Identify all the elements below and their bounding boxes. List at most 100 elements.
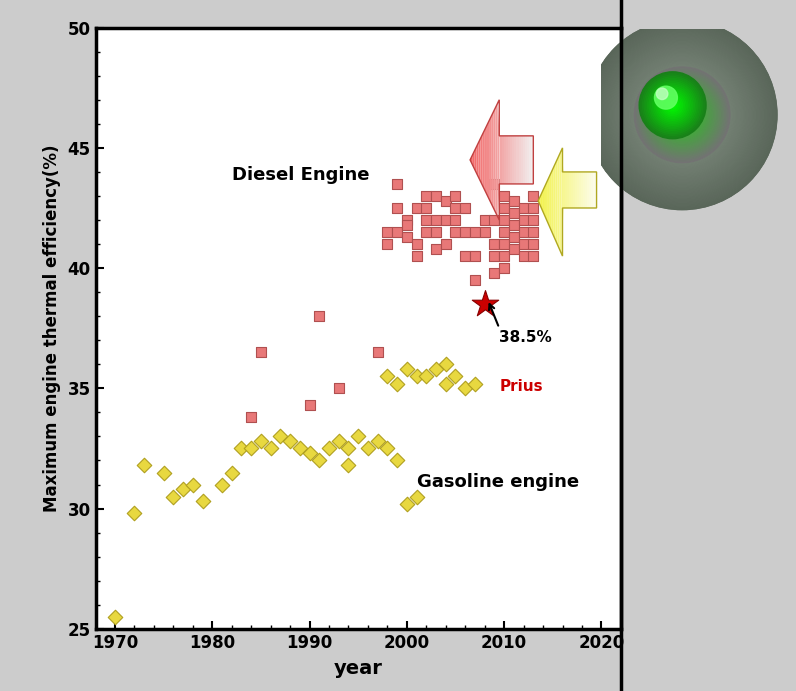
Circle shape bbox=[623, 56, 741, 173]
Polygon shape bbox=[506, 136, 508, 184]
Polygon shape bbox=[569, 172, 572, 208]
Polygon shape bbox=[560, 150, 561, 254]
Circle shape bbox=[666, 99, 679, 112]
Circle shape bbox=[646, 78, 719, 151]
Polygon shape bbox=[482, 129, 485, 190]
Point bbox=[478, 227, 491, 238]
Point bbox=[322, 443, 335, 454]
Point bbox=[391, 178, 404, 189]
Point bbox=[527, 191, 540, 202]
Point bbox=[488, 178, 501, 189]
Polygon shape bbox=[550, 171, 552, 231]
Polygon shape bbox=[470, 155, 472, 164]
Circle shape bbox=[666, 99, 698, 131]
Polygon shape bbox=[595, 172, 596, 208]
Point bbox=[430, 227, 443, 238]
Point bbox=[508, 231, 521, 243]
Circle shape bbox=[634, 67, 730, 162]
Point bbox=[439, 359, 452, 370]
Point bbox=[449, 202, 462, 214]
Circle shape bbox=[665, 97, 700, 133]
Circle shape bbox=[644, 77, 701, 133]
Point bbox=[225, 467, 238, 478]
Point bbox=[458, 383, 471, 394]
Circle shape bbox=[612, 45, 752, 185]
Point bbox=[449, 191, 462, 202]
Circle shape bbox=[659, 92, 686, 119]
Point bbox=[488, 214, 501, 225]
Point bbox=[449, 214, 462, 225]
Point bbox=[449, 227, 462, 238]
Point bbox=[294, 443, 306, 454]
Polygon shape bbox=[472, 151, 474, 169]
Point bbox=[128, 508, 141, 519]
Circle shape bbox=[641, 73, 724, 156]
Point bbox=[508, 219, 521, 230]
Polygon shape bbox=[540, 192, 542, 209]
Point bbox=[342, 443, 355, 454]
Polygon shape bbox=[504, 136, 506, 184]
Circle shape bbox=[662, 95, 683, 115]
Point bbox=[333, 436, 345, 447]
Polygon shape bbox=[554, 162, 556, 240]
Polygon shape bbox=[538, 196, 540, 205]
Point bbox=[439, 238, 452, 249]
Circle shape bbox=[665, 97, 681, 113]
Circle shape bbox=[606, 39, 759, 191]
Point bbox=[527, 214, 540, 225]
Circle shape bbox=[653, 85, 693, 125]
Polygon shape bbox=[476, 142, 478, 178]
Polygon shape bbox=[558, 154, 560, 249]
Circle shape bbox=[654, 86, 677, 109]
Point bbox=[410, 251, 423, 262]
Point bbox=[420, 371, 433, 382]
Point bbox=[488, 238, 501, 249]
Polygon shape bbox=[523, 136, 525, 184]
Polygon shape bbox=[489, 117, 491, 203]
Point bbox=[371, 436, 384, 447]
Point bbox=[527, 227, 540, 238]
Point bbox=[400, 219, 413, 230]
Point bbox=[410, 371, 423, 382]
Point bbox=[361, 443, 374, 454]
Polygon shape bbox=[474, 147, 476, 173]
Circle shape bbox=[609, 41, 755, 188]
Polygon shape bbox=[552, 167, 554, 236]
Circle shape bbox=[651, 84, 694, 127]
Circle shape bbox=[674, 107, 690, 123]
Circle shape bbox=[661, 93, 685, 117]
Circle shape bbox=[671, 104, 693, 126]
Circle shape bbox=[655, 88, 709, 142]
Circle shape bbox=[638, 70, 727, 160]
Circle shape bbox=[625, 57, 739, 172]
Polygon shape bbox=[478, 138, 481, 182]
Circle shape bbox=[668, 100, 696, 129]
Circle shape bbox=[601, 34, 763, 196]
Point bbox=[498, 214, 510, 225]
Text: Prius: Prius bbox=[499, 379, 543, 394]
Circle shape bbox=[639, 72, 706, 139]
Circle shape bbox=[647, 79, 717, 150]
Point bbox=[469, 274, 482, 285]
Point bbox=[498, 202, 510, 214]
Circle shape bbox=[611, 44, 754, 187]
Polygon shape bbox=[564, 172, 565, 208]
Circle shape bbox=[639, 72, 725, 158]
Point bbox=[283, 436, 296, 447]
Circle shape bbox=[652, 84, 712, 145]
Polygon shape bbox=[573, 172, 576, 208]
Point bbox=[498, 251, 510, 262]
Circle shape bbox=[657, 89, 708, 140]
Point bbox=[458, 227, 471, 238]
Point bbox=[498, 263, 510, 274]
Point bbox=[313, 455, 326, 466]
Circle shape bbox=[648, 80, 697, 131]
Polygon shape bbox=[521, 136, 523, 184]
Point bbox=[313, 311, 326, 322]
Point bbox=[420, 202, 433, 214]
Point bbox=[488, 251, 501, 262]
Polygon shape bbox=[544, 184, 546, 218]
Circle shape bbox=[654, 86, 711, 144]
Point bbox=[430, 214, 443, 225]
X-axis label: year: year bbox=[334, 659, 383, 678]
